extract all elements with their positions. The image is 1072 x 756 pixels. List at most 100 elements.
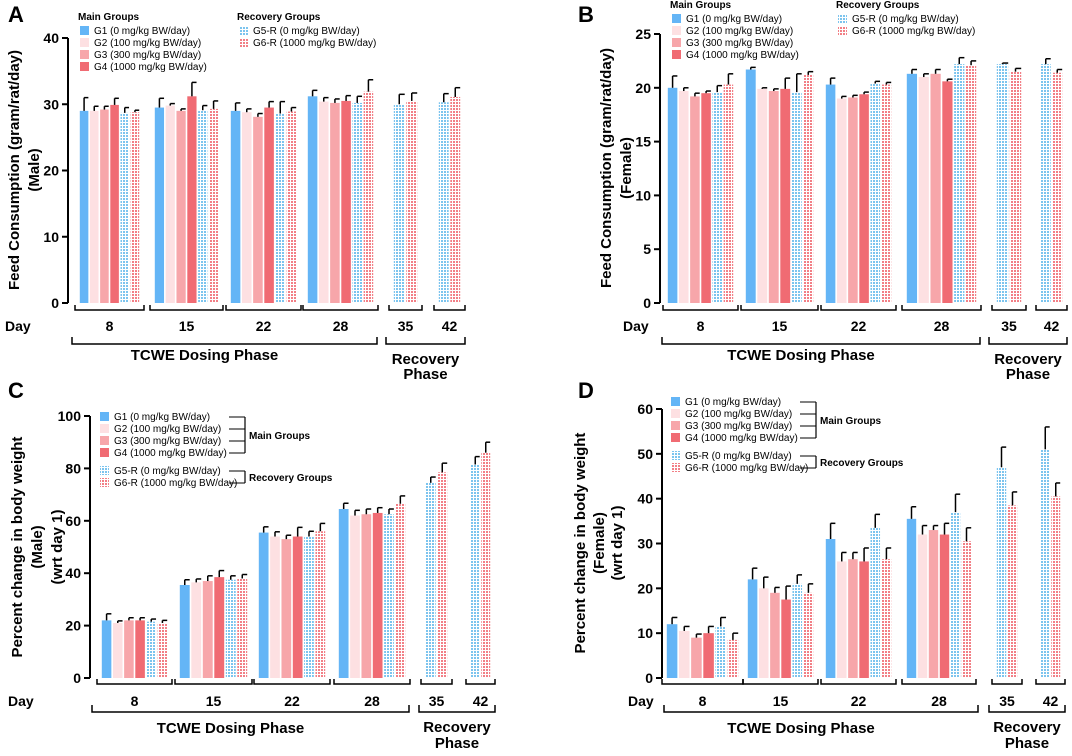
legend-label: G6-R (1000 mg/kg BW/day) bbox=[253, 38, 376, 49]
bar-g2-day-8 bbox=[678, 630, 690, 678]
bar-g3-day-8 bbox=[124, 620, 134, 678]
bar-g3-day-8 bbox=[691, 637, 702, 678]
day-bracket bbox=[901, 679, 977, 685]
bar-g6r-day-42 bbox=[1052, 72, 1063, 304]
bar-g6r-day-35 bbox=[1007, 505, 1018, 678]
y-axis-label: Percent change in body weight bbox=[572, 433, 589, 654]
legend-label: G3 (300 mg/kg BW/day) bbox=[114, 436, 221, 447]
legend-swatch-g2 bbox=[671, 409, 680, 418]
y-tick-label: 20 bbox=[635, 80, 651, 96]
bar-g1-day-15 bbox=[747, 579, 758, 678]
legend-label: G6-R (1000 mg/kg BW/day) bbox=[114, 478, 237, 489]
legend-label: G4 (1000 mg/kg BW/day) bbox=[686, 50, 799, 61]
y-tick-label: 0 bbox=[73, 670, 81, 686]
bar-g2-day-28 bbox=[917, 534, 928, 678]
day-bracket bbox=[433, 305, 466, 311]
panel-d: D 0 10 20 30 40 50 60 Percent change in body wei… bbox=[572, 378, 1066, 752]
day-tick-label: 22 bbox=[284, 693, 300, 709]
bar-g1-day-8 bbox=[101, 620, 112, 678]
legend-swatch-g4 bbox=[80, 62, 89, 71]
bar-g5r-day-15 bbox=[791, 92, 802, 303]
bar-g6r-day-22 bbox=[286, 111, 297, 303]
bar-g1-day-22 bbox=[825, 539, 836, 678]
bar-g3-day-28 bbox=[361, 514, 372, 678]
day-bracket bbox=[740, 305, 819, 311]
bar-g5r-day-22 bbox=[870, 527, 881, 678]
bar-g5r-day-22 bbox=[870, 83, 881, 303]
bar-g5r-day-42 bbox=[1040, 64, 1051, 304]
bar-g3-day-22 bbox=[848, 559, 858, 678]
bar-g5r-day-22 bbox=[304, 536, 314, 678]
y-tick-label: 60 bbox=[637, 401, 653, 417]
legend-swatch-g3 bbox=[672, 38, 681, 47]
legend-label: G6-R (1000 mg/kg BW/day) bbox=[852, 26, 975, 37]
day-tick-label: 42 bbox=[473, 693, 489, 709]
legend-swatch-g5r bbox=[838, 14, 847, 23]
bar-g4-day-28 bbox=[341, 100, 351, 303]
bar-g6r-day-15 bbox=[237, 578, 248, 678]
legend-label: G4 (1000 mg/kg BW/day) bbox=[685, 433, 798, 444]
bar-g6r-day-22 bbox=[881, 559, 892, 678]
dosing-phase-bracket bbox=[661, 337, 981, 345]
legend-label: G2 (100 mg/kg BW/day) bbox=[686, 26, 793, 37]
day-bracket bbox=[742, 679, 819, 685]
day-tick-label: 35 bbox=[398, 318, 414, 334]
bar-g6r-day-28 bbox=[363, 91, 374, 303]
day-bracket bbox=[991, 305, 1027, 311]
legend-swatch-g3 bbox=[671, 421, 680, 430]
day-bracket bbox=[820, 679, 897, 685]
panel-letter: B bbox=[578, 2, 594, 27]
legend-label: G5-R (0 mg/kg BW/day) bbox=[852, 14, 959, 25]
bar-g3-day-28 bbox=[930, 73, 941, 303]
panel-letter: C bbox=[8, 378, 24, 403]
bar-g4-day-22 bbox=[264, 107, 274, 303]
bar-g1-day-15 bbox=[745, 69, 756, 304]
bar-g2-day-15 bbox=[758, 588, 769, 678]
legend-swatch-g4 bbox=[671, 433, 680, 442]
recovery-phase-label: Recovery bbox=[994, 351, 1062, 368]
day-bracket bbox=[901, 305, 982, 311]
legend-swatch-g5r bbox=[239, 26, 248, 35]
y-tick-label: 0 bbox=[645, 670, 653, 686]
bar-g1-day-8 bbox=[666, 624, 678, 678]
legend-label: G4 (1000 mg/kg BW/day) bbox=[114, 448, 227, 459]
legend-label: G2 (100 mg/kg BW/day) bbox=[685, 409, 792, 420]
day-bracket bbox=[225, 305, 302, 311]
bar-g5r-day-22 bbox=[275, 113, 286, 304]
y-axis-label: Feed Consumption (gram/rat/day) bbox=[598, 48, 615, 288]
recovery-phase-bracket bbox=[988, 337, 1068, 345]
bar-g4-day-22 bbox=[292, 536, 303, 678]
day-bracket bbox=[333, 679, 411, 685]
day-tick-label: 22 bbox=[256, 318, 272, 334]
bar-g6r-day-8 bbox=[727, 639, 739, 678]
dosing-phase-bracket bbox=[663, 705, 979, 713]
legend-title-recovery: Recovery Groups bbox=[836, 0, 920, 11]
bar-g4-day-8 bbox=[110, 104, 119, 303]
recovery-phase-label: Recovery bbox=[392, 351, 460, 368]
legend-title-main: Main Groups bbox=[670, 0, 732, 11]
bar-g3-day-22 bbox=[253, 116, 263, 304]
legend-swatch-g6r bbox=[838, 26, 847, 35]
legend-swatch-g6r bbox=[100, 478, 109, 487]
bar-g4-day-22 bbox=[859, 561, 869, 678]
bar-g6r-day-35 bbox=[1009, 71, 1022, 303]
day-bracket bbox=[174, 679, 253, 685]
bar-g5r-day-8 bbox=[146, 621, 157, 678]
day-tick-label: 15 bbox=[772, 318, 788, 334]
bar-g3-day-15 bbox=[202, 581, 213, 678]
y-tick-label: 10 bbox=[637, 625, 653, 641]
legend-label: G2 (100 mg/kg BW/day) bbox=[94, 38, 201, 49]
legend-label: G1 (0 mg/kg BW/day) bbox=[114, 412, 210, 423]
bar-g3-day-8 bbox=[100, 109, 109, 303]
day-tick-label: 8 bbox=[699, 693, 707, 709]
day-tick-label: 35 bbox=[1001, 318, 1017, 334]
legend-label: G3 (300 mg/kg BW/day) bbox=[686, 38, 793, 49]
legend-title-recovery: Recovery Groups bbox=[237, 12, 321, 23]
bar-g1-day-28 bbox=[338, 509, 349, 678]
bar-g5r-day-8 bbox=[120, 112, 130, 303]
bar-g5r-day-15 bbox=[198, 110, 208, 304]
bar-g1-day-22 bbox=[258, 532, 269, 678]
bar-g2-day-28 bbox=[318, 101, 329, 303]
bar-g6r-day-8 bbox=[130, 112, 140, 303]
